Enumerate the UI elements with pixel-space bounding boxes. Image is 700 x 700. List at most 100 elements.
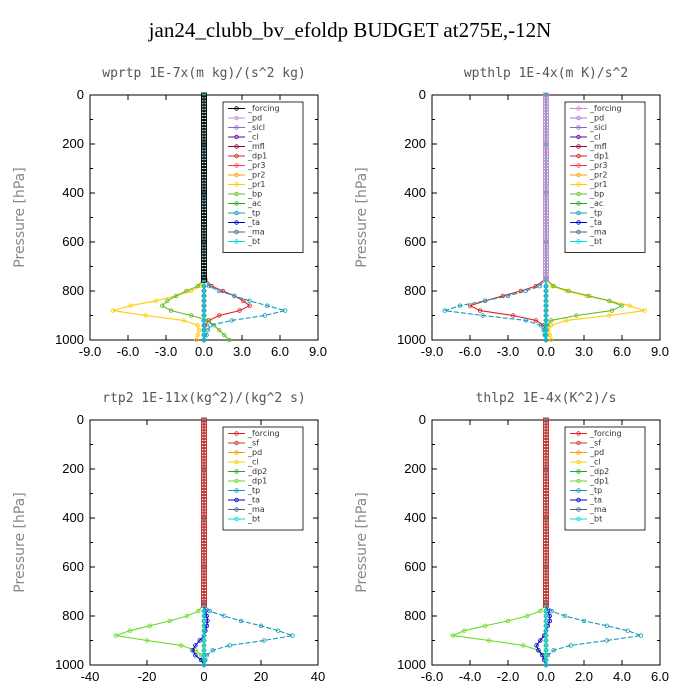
legend-label: _bt — [247, 237, 260, 246]
legend-label: _sf — [247, 439, 259, 448]
stacked-marker — [543, 210, 549, 216]
stacked-marker — [201, 444, 207, 449]
series-line-pr1 — [112, 95, 205, 341]
series-point — [537, 283, 542, 289]
stacked-marker — [201, 171, 207, 177]
series-point — [551, 648, 556, 653]
series-line-bp — [161, 95, 230, 341]
stacked-marker — [201, 113, 207, 119]
series-point — [551, 283, 556, 289]
stacked-marker — [201, 242, 207, 248]
stacked-marker — [201, 473, 207, 479]
x-tick-label: 2.0 — [575, 669, 593, 684]
legend-label: _pr2 — [247, 171, 265, 180]
stacked-marker — [201, 505, 207, 511]
stacked-marker — [201, 157, 207, 163]
stacked-marker — [201, 558, 207, 564]
legend-label: _ma — [247, 228, 265, 237]
series-point — [201, 308, 207, 313]
stacked-marker — [201, 189, 207, 195]
stacked-marker — [543, 511, 549, 517]
panel-title: rtp2 1E-11x(kg^2)/(kg^2 s) — [102, 391, 306, 406]
series-point — [206, 283, 212, 289]
series-point — [229, 318, 235, 323]
stacked-marker — [201, 218, 207, 224]
x-tick-label: 3.0 — [575, 344, 593, 359]
legend-label: _sicl — [589, 123, 607, 132]
series-point — [184, 613, 190, 619]
series-point — [534, 643, 539, 648]
stacked-marker — [201, 585, 207, 591]
series-point — [216, 313, 222, 318]
series-point — [193, 653, 198, 658]
legend-marker — [234, 163, 239, 168]
stacked-marker — [543, 596, 549, 602]
series-point — [168, 308, 174, 313]
series-point — [548, 337, 554, 343]
series-point — [201, 337, 207, 343]
series-point — [543, 643, 549, 648]
stacked-marker — [543, 268, 549, 274]
stacked-marker — [543, 491, 549, 496]
legend-marker — [234, 516, 239, 522]
y-tick-label: 1000 — [55, 657, 84, 672]
stacked-marker — [201, 116, 207, 121]
series-point — [258, 623, 264, 628]
stacked-marker — [201, 576, 207, 582]
stacked-marker — [543, 121, 549, 127]
legend-box — [564, 426, 646, 531]
series-point — [543, 276, 549, 281]
series-point — [201, 657, 207, 663]
legend-marker — [234, 507, 239, 512]
stacked-marker — [201, 464, 207, 470]
legend-marker — [576, 478, 581, 484]
stacked-marker — [201, 588, 207, 593]
legend-marker — [234, 488, 239, 493]
legend-label: _mfl — [589, 142, 607, 151]
stacked-marker — [201, 511, 207, 517]
y-tick-label: 400 — [404, 510, 426, 525]
stacked-marker — [201, 455, 207, 461]
stacked-marker — [543, 476, 549, 482]
series-point — [153, 298, 159, 303]
stacked-marker — [543, 151, 549, 157]
stacked-marker — [543, 441, 549, 446]
y-tick-label: 0 — [77, 412, 84, 427]
stacked-marker — [201, 570, 207, 576]
series-point — [128, 303, 133, 308]
stacked-marker — [201, 274, 207, 280]
stacked-marker — [543, 274, 549, 280]
legend-label: _dp1 — [589, 152, 609, 161]
stacked-marker — [201, 151, 207, 157]
series-point — [201, 618, 207, 624]
series-point — [586, 293, 592, 299]
series-point — [113, 633, 118, 638]
stacked-marker — [543, 101, 549, 107]
series-point — [467, 303, 473, 308]
legend-marker — [234, 478, 239, 484]
stacked-marker — [201, 508, 207, 514]
series-point — [543, 638, 549, 643]
stacked-marker — [201, 543, 207, 549]
stacked-marker — [543, 532, 549, 538]
series-point — [543, 332, 549, 338]
legend-marker — [576, 469, 581, 474]
series-point — [543, 298, 549, 303]
legend-label: _cl — [247, 458, 259, 467]
stacked-marker — [201, 564, 207, 570]
stacked-marker — [201, 107, 207, 113]
y-tick-label: 400 — [62, 185, 84, 200]
stacked-marker — [201, 92, 207, 98]
x-tick-label: -20 — [138, 669, 157, 684]
legend-marker — [234, 115, 239, 121]
series-point — [625, 628, 630, 633]
stacked-marker — [543, 493, 549, 499]
series-point — [194, 337, 199, 343]
legend-marker — [576, 450, 581, 455]
stacked-marker — [543, 449, 549, 455]
series-point — [193, 648, 198, 653]
legend-marker — [234, 172, 239, 178]
legend-label: _mfl — [247, 142, 265, 151]
legend-label: _dp2 — [589, 467, 609, 476]
stacked-marker — [543, 473, 549, 479]
